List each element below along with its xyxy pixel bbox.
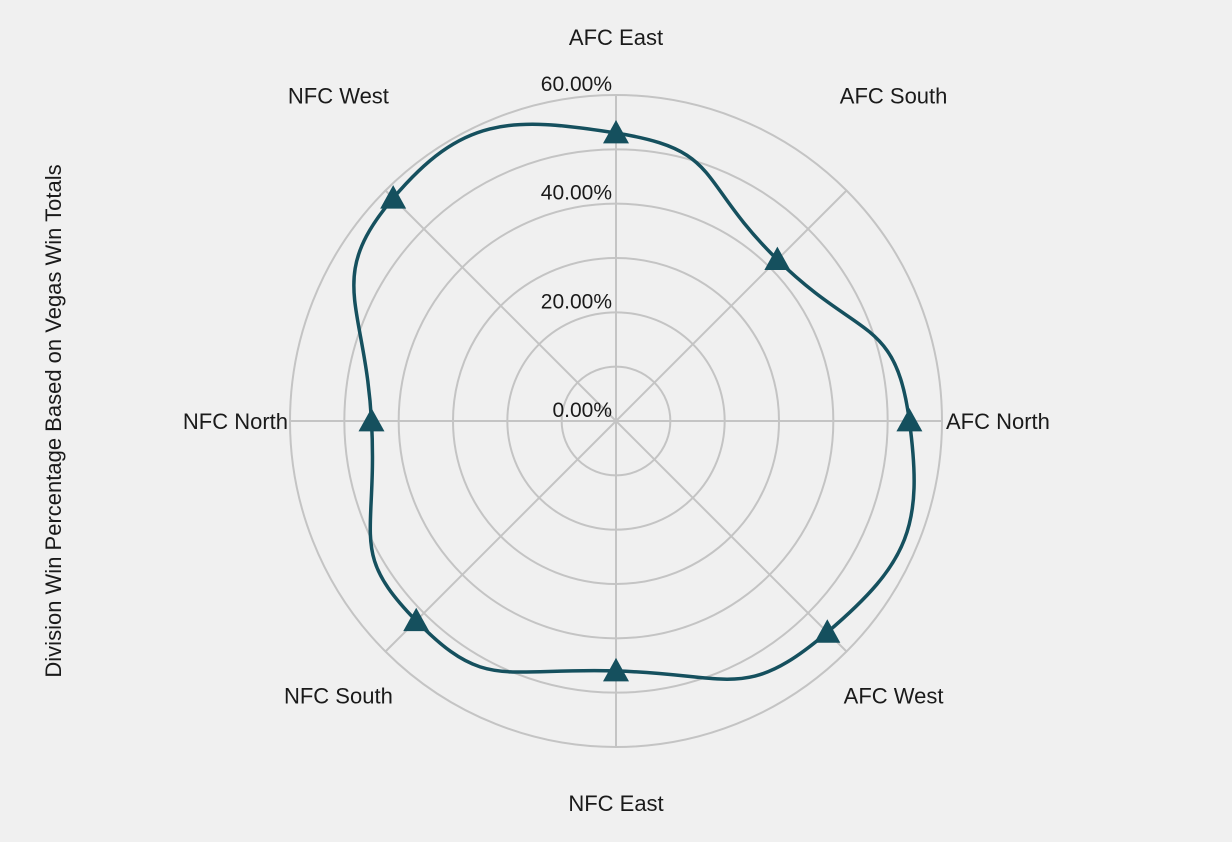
grid-spoke	[615, 420, 848, 653]
category-label: AFC East	[569, 25, 663, 50]
data-point-marker	[603, 120, 629, 144]
category-label: NFC North	[183, 409, 288, 434]
category-label: NFC West	[288, 83, 389, 108]
category-label: AFC West	[844, 684, 944, 709]
category-label: AFC South	[840, 83, 948, 108]
category-label: AFC North	[946, 409, 1050, 434]
radial-tick-labels: 0.00% 20.00% 40.00% 60.00%	[541, 73, 612, 422]
data-point-marker	[814, 619, 841, 643]
data-point-marker	[764, 246, 791, 271]
data-point-marker	[896, 408, 923, 432]
radial-tick-label: 0.00%	[552, 399, 612, 422]
radial-tick-label: 40.00%	[541, 182, 612, 205]
radial-tick-label: 20.00%	[541, 290, 612, 313]
data-point-marker	[403, 607, 430, 632]
radial-tick-label: 60.00%	[541, 73, 612, 96]
grid-spoke	[384, 420, 617, 653]
data-point-marker	[603, 657, 629, 682]
category-label: NFC East	[568, 791, 663, 816]
y-axis-label: Division Win Percentage Based on Vegas W…	[41, 164, 66, 677]
category-label: NFC South	[284, 684, 393, 709]
grid-spoke	[384, 189, 617, 422]
data-point-marker	[358, 408, 385, 432]
grid-spoke	[615, 189, 848, 422]
radar-grid	[289, 94, 943, 748]
radar-series	[352, 120, 923, 682]
data-point-marker	[380, 185, 407, 209]
category-labels: AFC East AFC South AFC North AFC West NFC Ea…	[183, 25, 1050, 816]
